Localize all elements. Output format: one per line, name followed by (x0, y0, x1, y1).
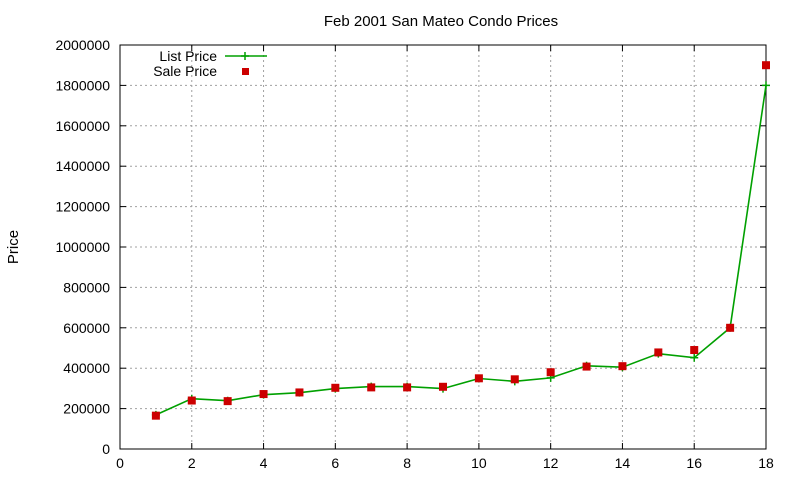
sale-price-point (510, 375, 519, 384)
sale-price-point (403, 383, 412, 392)
x-tick-label: 18 (758, 455, 774, 471)
x-tick-label: 16 (686, 455, 702, 471)
sale-price-point (151, 411, 160, 420)
legend-label-sale-price: Sale Price (153, 63, 217, 79)
y-tick-label: 400000 (63, 360, 110, 376)
legend: List Price Sale Price (153, 48, 267, 79)
chart-title: Feb 2001 San Mateo Condo Prices (324, 13, 558, 30)
list-price-point (762, 81, 770, 90)
y-tick-label: 1000000 (55, 239, 110, 255)
plot-frame (119, 44, 767, 450)
x-tick-label: 4 (260, 455, 268, 471)
y-tick-labels: 0 200000 400000 600000 800000 1000000 1200000 1… (55, 37, 110, 457)
x-tick-label: 10 (471, 455, 487, 471)
sale-price-point (295, 388, 304, 397)
x-tick-label: 14 (615, 455, 631, 471)
sale-price-point (474, 374, 483, 383)
sale-price-point (762, 61, 770, 70)
sale-price-point (654, 348, 663, 357)
x-tick-label: 8 (403, 455, 411, 471)
y-tick-label: 1800000 (55, 77, 110, 93)
y-tick-label: 0 (102, 441, 110, 457)
y-tick-label: 1200000 (55, 199, 110, 215)
sale-price-point (367, 383, 376, 392)
x-tick-labels: 0 2 4 6 8 10 12 14 16 18 (116, 455, 774, 471)
series-layer (151, 61, 770, 420)
x-tick-label: 2 (188, 455, 196, 471)
sale-price-point (618, 362, 627, 371)
sale-price-point (259, 390, 268, 399)
y-tick-label: 200000 (63, 401, 110, 417)
sale-price-point (439, 382, 447, 391)
sale-price-point (582, 362, 591, 371)
legend-marker-sale-price (242, 68, 249, 75)
sale-price-point (187, 396, 196, 405)
sale-price-point (726, 323, 735, 332)
y-tick-label: 800000 (63, 279, 110, 295)
x-tick-label: 0 (116, 455, 124, 471)
y-axis-label: Price (5, 230, 22, 264)
list-price-line (155, 85, 767, 416)
sale-price-point (546, 368, 555, 377)
legend-marker-list-price (241, 52, 249, 60)
legend-label-list-price: List Price (159, 48, 217, 64)
y-tick-label: 600000 (63, 320, 110, 336)
sale-price-point (690, 346, 699, 355)
x-tick-label: 12 (543, 455, 559, 471)
list-price-point (690, 353, 699, 362)
y-tick-label: 1400000 (55, 158, 110, 174)
x-tick-label: 6 (331, 455, 339, 471)
y-tick-label: 2000000 (55, 37, 110, 53)
sale-price-point (223, 397, 232, 406)
y-tick-label: 1600000 (55, 118, 110, 134)
sale-price-point (331, 383, 340, 392)
